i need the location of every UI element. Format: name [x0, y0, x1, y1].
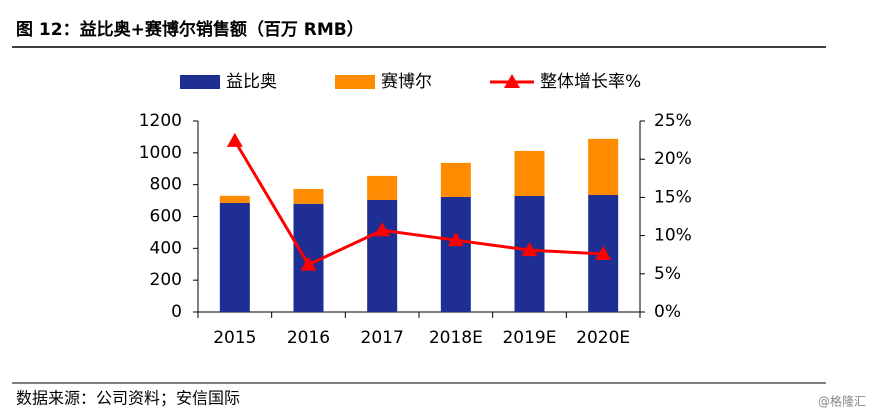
bar [440, 162, 471, 197]
line [233, 140, 604, 267]
legend-label: 益比奥 [226, 72, 277, 92]
marker [300, 256, 317, 271]
y-tick-label: 1200 [139, 111, 182, 131]
y-tick-label: 0 [171, 302, 182, 322]
y-tick-label: 800 [150, 175, 182, 195]
y2-tick-label: 0% [654, 302, 681, 322]
bar [588, 138, 619, 196]
x-tick-label: 2020E [576, 328, 630, 348]
source: 数据来源：公司资料；安信国际 [16, 389, 240, 408]
y2-tick-label: 5% [654, 264, 681, 284]
bar [514, 150, 545, 196]
x-tick-label: 2017 [361, 328, 404, 348]
legend-swatch [180, 75, 220, 89]
y-tick-label: 200 [150, 270, 182, 290]
y2-tick-label: 25% [654, 111, 692, 131]
chart-title: 图 12：益比奥+赛博尔销售额（百万 RMB） [16, 19, 364, 40]
legend-label: 赛博尔 [381, 71, 432, 92]
bar [367, 175, 398, 200]
legend-label: 整体增长率% [540, 72, 641, 92]
bar [293, 188, 324, 204]
y2-tick-label: 15% [654, 187, 692, 207]
legend-swatch [335, 75, 375, 89]
x-tick-label: 2015 [213, 328, 256, 348]
y-tick-label: 600 [150, 207, 182, 227]
marker [595, 245, 612, 260]
y-tick-label: 1000 [139, 143, 182, 163]
marker [521, 242, 538, 257]
watermark: @格隆汇 [818, 394, 866, 409]
marker [447, 232, 464, 247]
bar [440, 196, 471, 312]
x-tick-label: 2019E [502, 328, 556, 348]
bar [219, 202, 250, 312]
x-tick-label: 2016 [287, 328, 330, 348]
marker [226, 132, 243, 147]
marker [374, 222, 391, 237]
x-tick-label: 2018E [429, 328, 483, 348]
y2-tick-label: 10% [654, 226, 692, 246]
bar [367, 199, 398, 312]
bar [219, 195, 250, 203]
y-tick-label: 400 [150, 238, 182, 258]
y2-tick-label: 20% [654, 149, 692, 169]
legend-marker [504, 74, 520, 88]
